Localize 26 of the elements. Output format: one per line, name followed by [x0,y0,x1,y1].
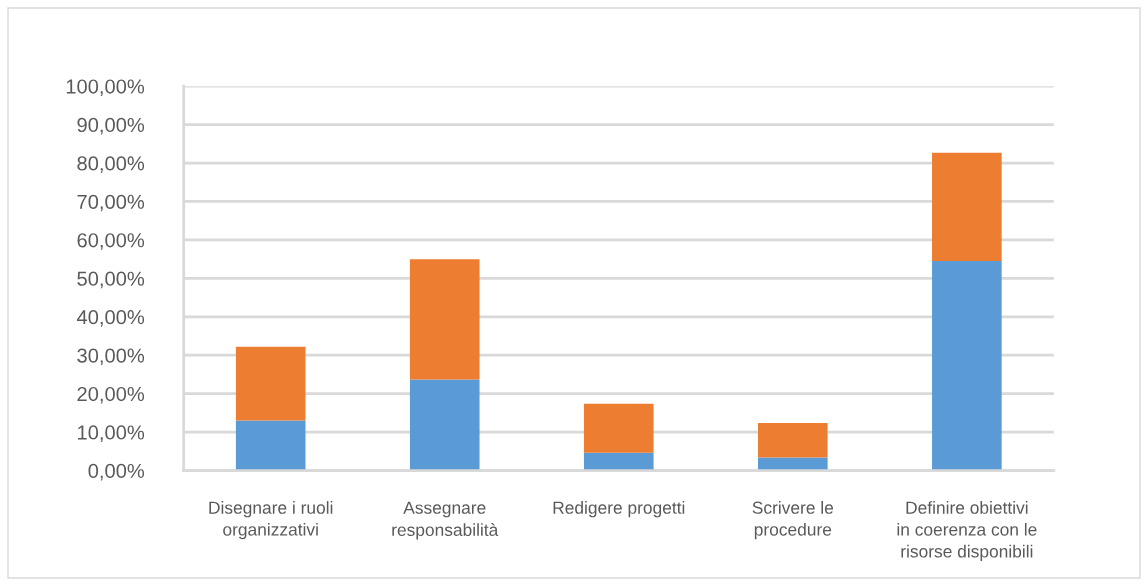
bar [932,152,1002,262]
bar [235,346,306,421]
y-tick-label: 20,00% [77,386,145,404]
y-tick-label: 70,00% [77,194,145,212]
bar [583,452,654,471]
x-tick-label: Definire obiettivi in coerenza con le risorse disponibili [897,501,1037,561]
bar [235,420,306,471]
y-tick-label: 10,00% [78,425,145,442]
y-tick-label: 80,00% [77,156,145,173]
y-tick-label: 90,00% [77,117,145,135]
bar [758,457,828,471]
x-tick-label: Redigere progetti [553,501,685,518]
y-tick-label: 50,00% [77,271,145,289]
y-tick-label: 60,00% [77,233,145,250]
y-tick-label: 100,00% [66,79,145,97]
bar [409,379,480,471]
x-tick-label: Scrivere le procedure [752,501,834,540]
y-tick-label: 0,00% [88,463,145,481]
x-tick-label: Assegnare responsabilità [392,501,499,540]
bar [583,403,654,453]
bar [758,422,828,458]
y-tick-label: 30,00% [77,348,145,366]
y-tick-label: 40,00% [76,310,145,327]
bar [932,261,1002,471]
x-tick-label: Disegnare i ruoli organizzativi [209,501,333,540]
bar [409,259,480,380]
